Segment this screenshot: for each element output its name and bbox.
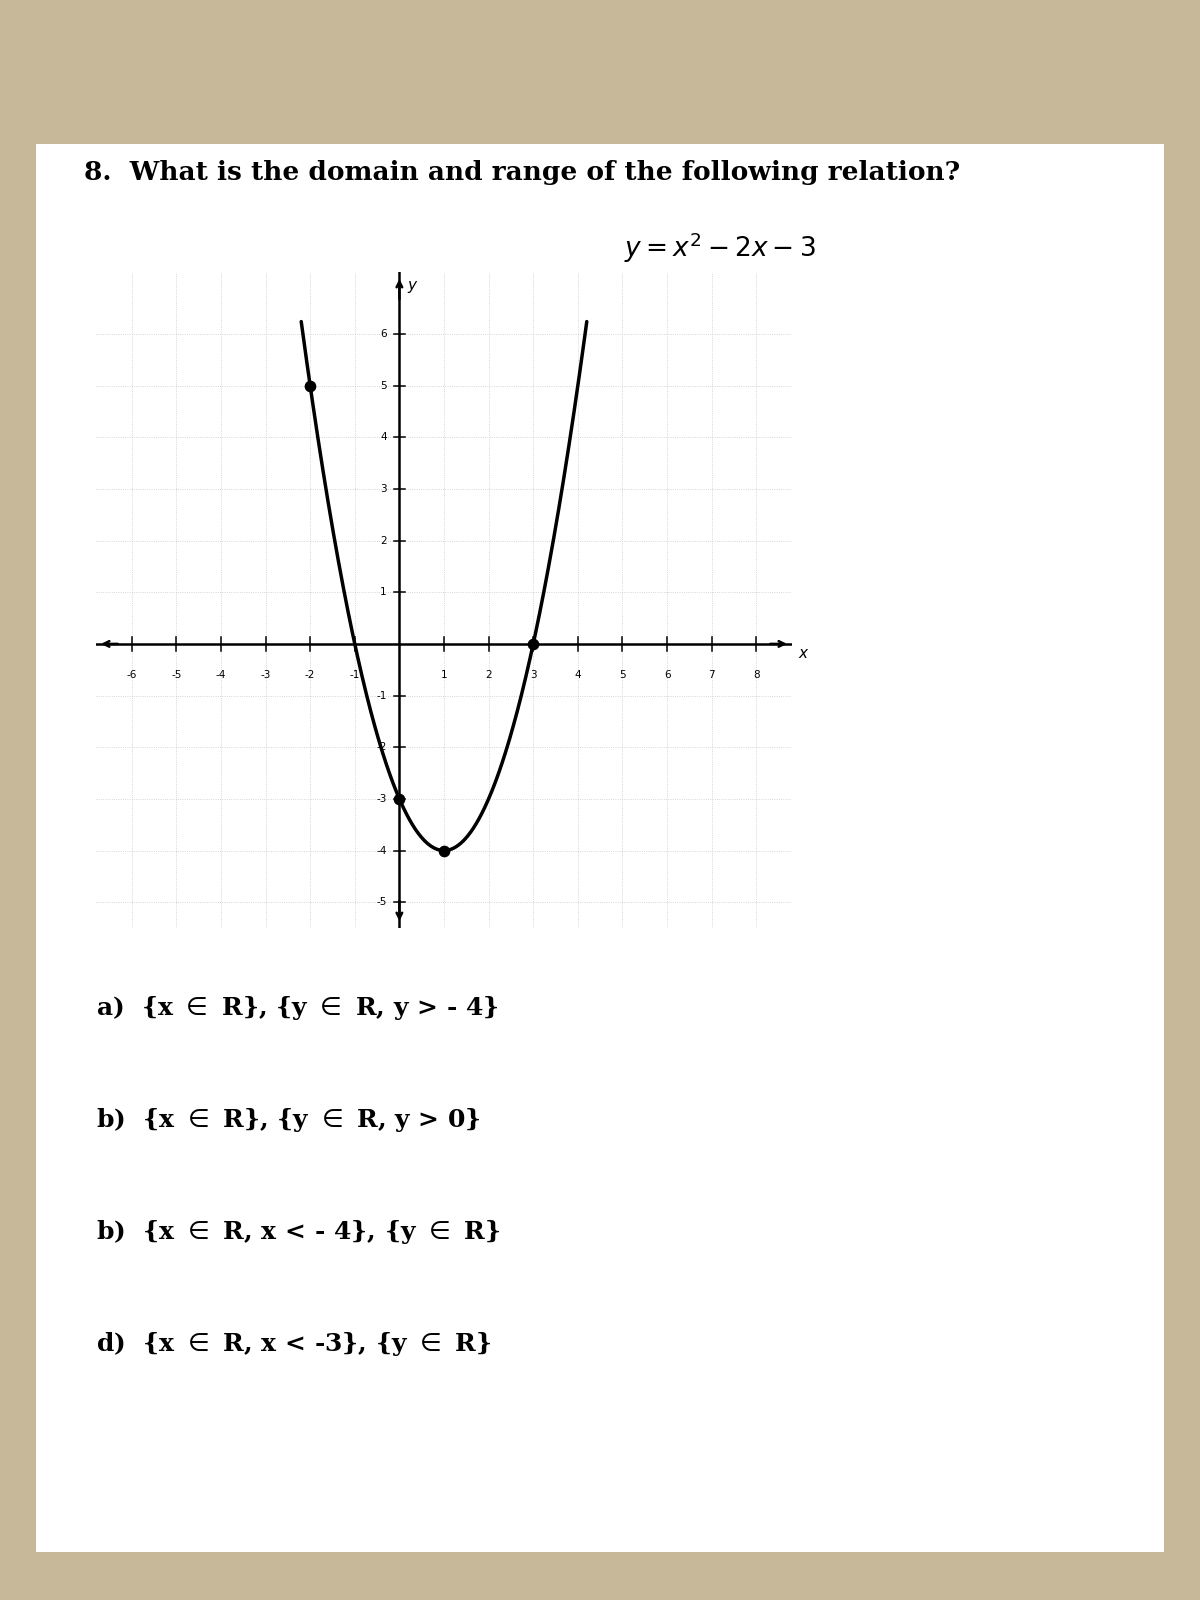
Point xyxy=(390,786,409,811)
Text: 3: 3 xyxy=(530,670,536,680)
Point xyxy=(434,838,454,864)
Text: x: x xyxy=(799,646,808,661)
FancyBboxPatch shape xyxy=(36,144,1164,1552)
Text: 3: 3 xyxy=(380,483,386,494)
Text: 1: 1 xyxy=(440,670,448,680)
Text: 6: 6 xyxy=(664,670,671,680)
Text: d)  {x $\in$ R, x < -3}, {y $\in$ R}: d) {x $\in$ R, x < -3}, {y $\in$ R} xyxy=(96,1330,492,1358)
Text: -3: -3 xyxy=(260,670,271,680)
Text: -2: -2 xyxy=(305,670,316,680)
Text: 8.  What is the domain and range of the following relation?: 8. What is the domain and range of the f… xyxy=(84,160,960,186)
Text: 2: 2 xyxy=(485,670,492,680)
Text: -4: -4 xyxy=(216,670,226,680)
Text: b)  {x $\in$ R, x < - 4}, {y $\in$ R}: b) {x $\in$ R, x < - 4}, {y $\in$ R} xyxy=(96,1218,500,1246)
Text: 4: 4 xyxy=(575,670,581,680)
Text: -1: -1 xyxy=(377,691,386,701)
Text: 7: 7 xyxy=(708,670,715,680)
Text: a)  {x $\in$ R}, {y $\in$ R, y > - 4}: a) {x $\in$ R}, {y $\in$ R, y > - 4} xyxy=(96,994,499,1022)
Text: 6: 6 xyxy=(380,330,386,339)
Text: 5: 5 xyxy=(619,670,625,680)
Text: 2: 2 xyxy=(380,536,386,546)
Text: 8: 8 xyxy=(752,670,760,680)
Text: $y=x^2-2x-3$: $y=x^2-2x-3$ xyxy=(624,230,816,266)
Text: 1: 1 xyxy=(380,587,386,597)
Text: -4: -4 xyxy=(377,845,386,856)
Text: -1: -1 xyxy=(349,670,360,680)
Text: 5: 5 xyxy=(380,381,386,390)
Text: b)  {x $\in$ R}, {y $\in$ R, y > 0}: b) {x $\in$ R}, {y $\in$ R, y > 0} xyxy=(96,1106,481,1134)
Point xyxy=(300,373,319,398)
Text: 4: 4 xyxy=(380,432,386,442)
Text: -2: -2 xyxy=(377,742,386,752)
Text: -6: -6 xyxy=(126,670,137,680)
Point xyxy=(523,630,542,656)
Text: y: y xyxy=(407,278,416,293)
Text: -3: -3 xyxy=(377,794,386,803)
Text: -5: -5 xyxy=(377,898,386,907)
Text: -5: -5 xyxy=(172,670,181,680)
